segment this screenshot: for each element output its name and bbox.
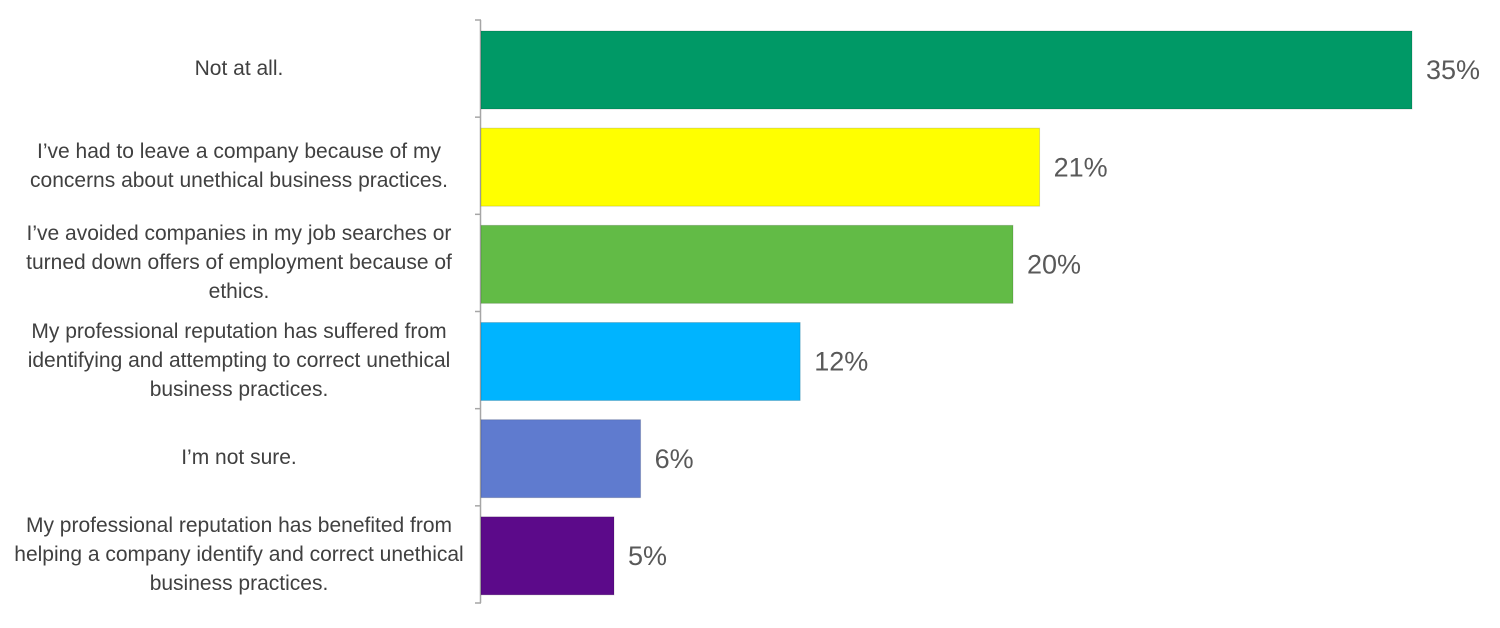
category-label: My professional reputation has benefited… <box>14 513 464 595</box>
category-label: I’m not sure. <box>181 445 297 469</box>
bar <box>480 322 801 401</box>
bar <box>480 419 642 499</box>
category-label: I’ve avoided companies in my job searche… <box>26 222 452 304</box>
value-label: 5% <box>628 541 667 571</box>
category-label: I’ve had to leave a company because of m… <box>30 139 448 192</box>
value-label: 6% <box>655 444 694 474</box>
category-label: Not at all. <box>194 57 284 81</box>
category-label: My professional reputation has suffered … <box>27 319 451 401</box>
bar <box>480 224 1014 304</box>
value-label: 21% <box>1054 152 1108 182</box>
value-label: 20% <box>1027 249 1081 279</box>
bar <box>480 516 615 596</box>
value-label: 12% <box>814 347 868 377</box>
bar <box>480 127 1041 207</box>
value-label: 35% <box>1426 55 1480 85</box>
bar <box>480 30 1413 110</box>
